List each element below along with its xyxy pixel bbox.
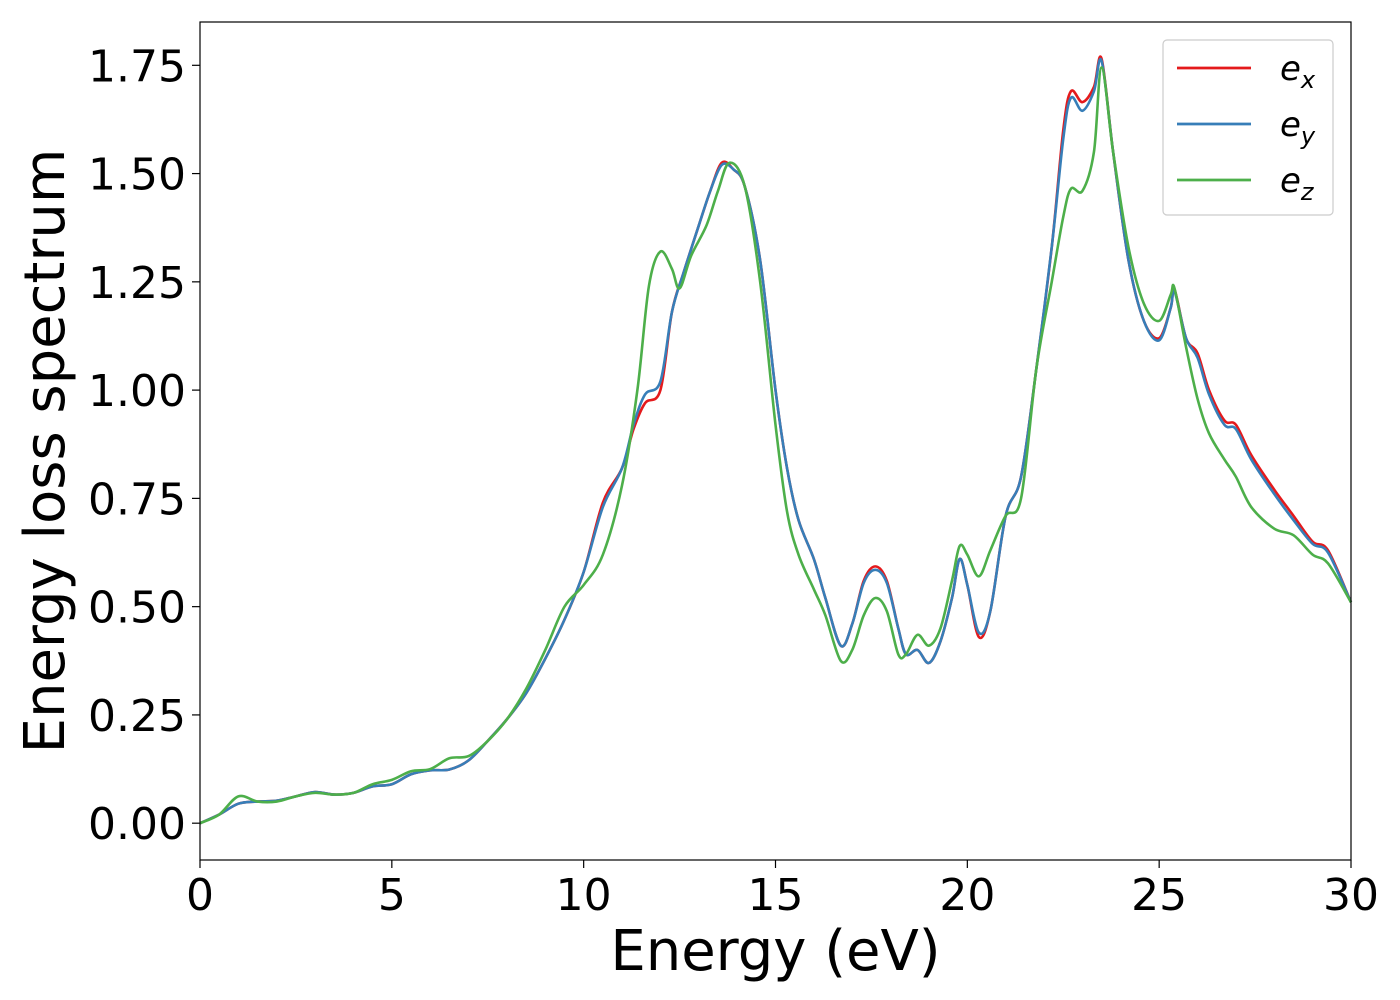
y-axis-title: Energy loss spectrum [13, 149, 78, 754]
y-axis-ticks: 0.00 0.25 0.50 0.75 1.00 1.25 1.50 1.75 [88, 41, 200, 850]
plot-lines [199, 55, 1353, 825]
series-line-y [199, 57, 1353, 825]
y-tick-label: 1.25 [88, 258, 186, 309]
x-tick-label: 25 [1131, 870, 1187, 921]
legend: ex ey ez [1162, 39, 1334, 216]
y-tick-label: 0.75 [88, 474, 186, 525]
y-tick-label: 0.50 [88, 583, 186, 634]
y-tick-label: 1.00 [88, 366, 186, 417]
y-tick-label: 0.25 [88, 691, 186, 742]
legend-label-y: ey [1280, 105, 1316, 150]
y-tick-label: 1.75 [88, 41, 186, 92]
x-axis-title: Energy (eV) [610, 919, 940, 984]
x-tick-label: 20 [939, 870, 995, 921]
legend-label-x: ex [1280, 49, 1316, 94]
series-line-z [199, 66, 1353, 825]
x-tick-label: 5 [378, 870, 406, 921]
x-tick-label: 0 [186, 870, 214, 921]
legend-label-z: ez [1280, 161, 1315, 206]
y-tick-label: 1.50 [88, 150, 186, 201]
y-tick-label: 0.00 [88, 799, 186, 850]
legend-box [1162, 39, 1334, 216]
x-axis-ticks: 0 5 10 15 20 25 30 [186, 860, 1379, 921]
x-tick-label: 30 [1323, 870, 1379, 921]
x-tick-label: 15 [748, 870, 804, 921]
x-tick-label: 10 [556, 870, 612, 921]
